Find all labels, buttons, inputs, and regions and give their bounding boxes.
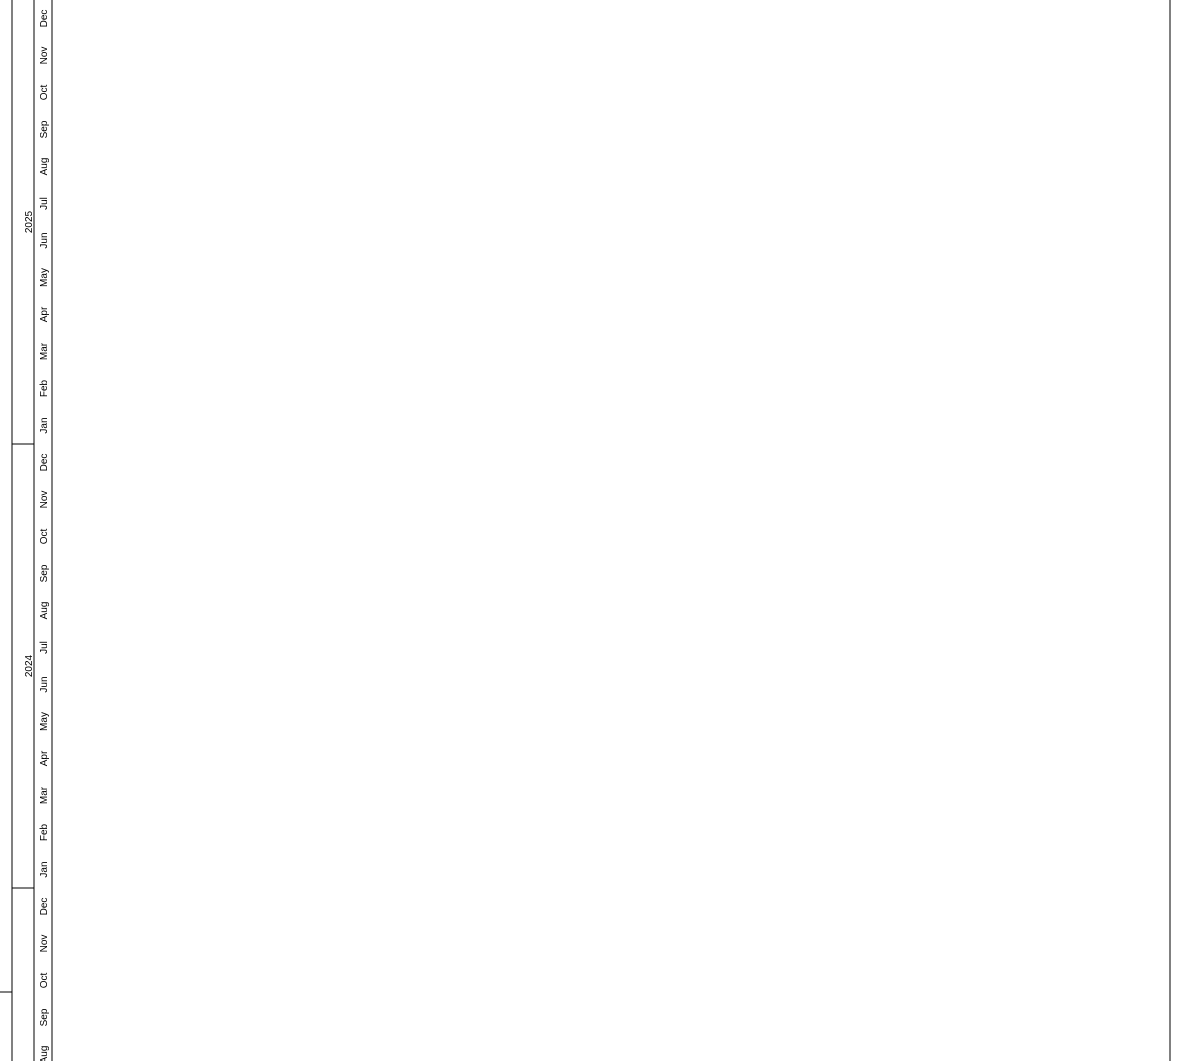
month-tick-label: Sep [39,564,50,582]
month-tick-label: Feb [39,823,50,841]
month-tick-label: Apr [39,750,50,766]
month-tick-label: Jul [39,197,50,210]
month-tick-label: Feb [39,379,50,397]
month-tick-label: Aug [39,1046,50,1061]
year-tick-label: 2024 [24,654,35,677]
month-tick-label: Mar [39,342,50,360]
year-tick-label: 2025 [24,210,35,233]
month-tick-label: Sep [39,120,50,138]
month-tick-label: Mar [39,786,50,804]
month-tick-label: Dec [39,898,50,916]
month-tick-label: Sep [39,1008,50,1026]
month-tick-label: Dec [39,454,50,472]
month-tick-label: Jun [39,676,50,692]
month-tick-label: Jul [39,641,50,654]
month-tick-label: May [39,712,50,731]
month-tick-label: Apr [39,306,50,322]
month-tick-label: Nov [39,491,50,509]
month-tick-label: Oct [39,529,50,545]
month-tick-label: Nov [39,935,50,953]
month-tick-label: Oct [39,973,50,989]
month-tick-label: Jun [39,232,50,248]
month-tick-label: Dec [39,10,50,28]
month-tick-label: Aug [39,602,50,620]
month-tick-label: Aug [39,158,50,176]
month-tick-label: May [39,268,50,287]
month-tick-label: Jan [39,861,50,877]
month-tick-label: Nov [39,47,50,65]
month-tick-label: Jan [39,417,50,433]
month-tick-label: Oct [39,85,50,101]
